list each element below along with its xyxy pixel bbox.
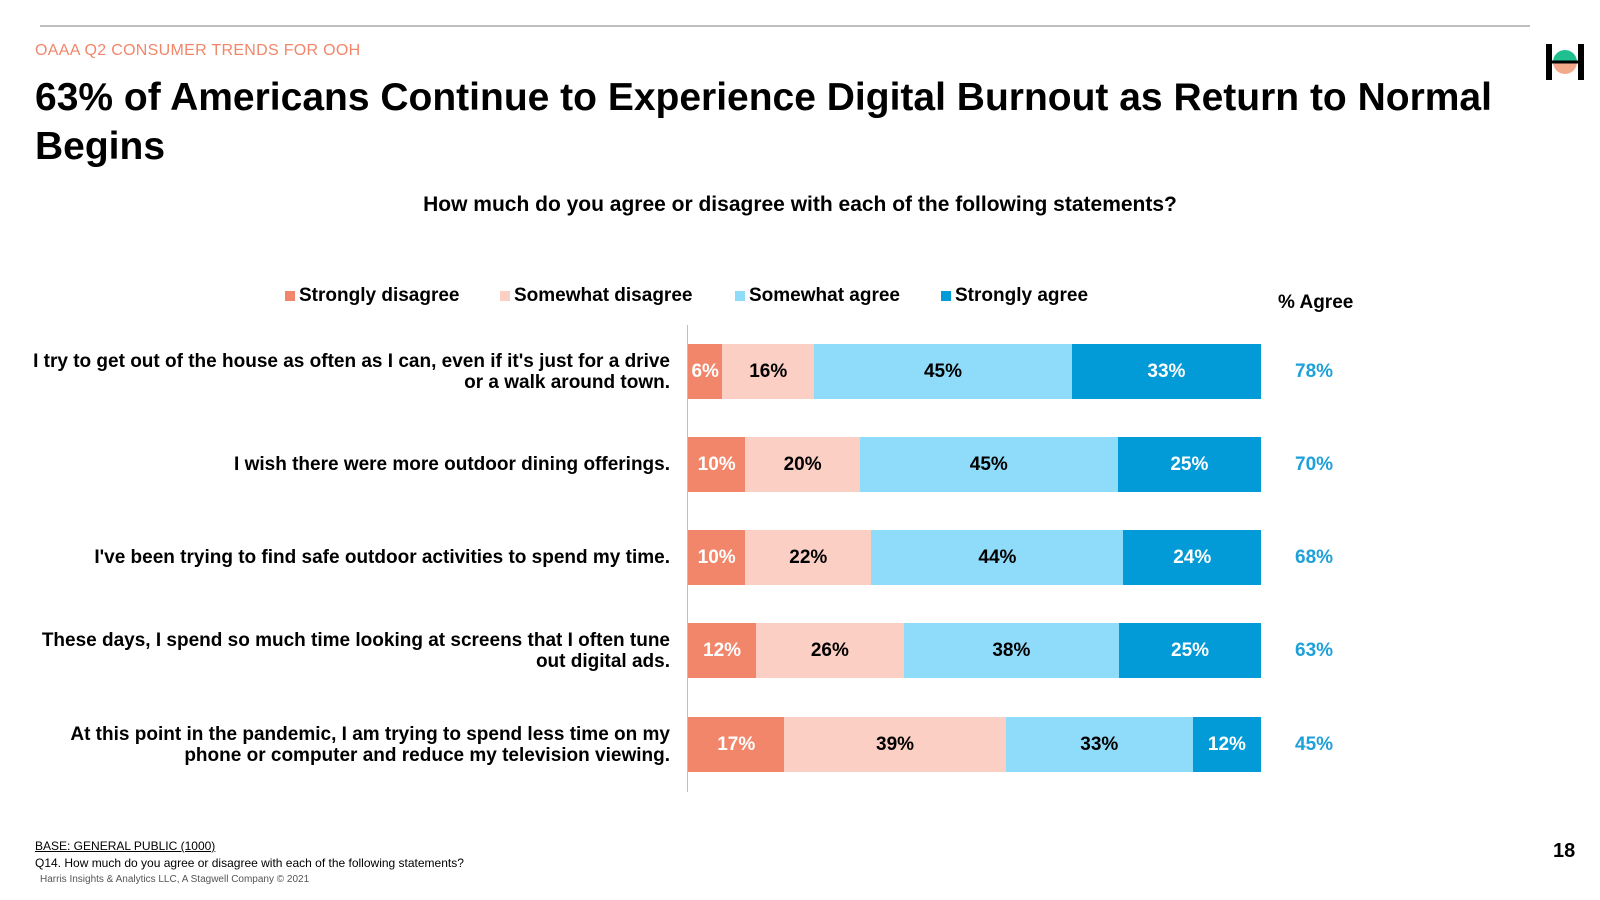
data-label: 38% [992, 639, 1031, 661]
data-label: 10% [697, 546, 736, 568]
page-number: 18 [1553, 840, 1576, 862]
legend-label: Somewhat disagree [514, 285, 693, 306]
data-label: 25% [1171, 639, 1210, 661]
data-label: 44% [978, 546, 1017, 568]
legend-swatch [500, 291, 510, 301]
bar-segment-somewhat-agree: 44% [871, 530, 1124, 585]
data-label: 12% [1207, 733, 1246, 755]
row-label: I've been trying to find safe outdoor ac… [94, 547, 670, 568]
bar-segment-somewhat-agree: 45% [859, 437, 1118, 492]
data-label: 26% [810, 639, 849, 661]
legend-swatch [941, 291, 951, 301]
bar-segment-strongly-disagree: 12% [688, 623, 757, 678]
legend-swatch [285, 291, 295, 301]
bar-segment-strongly-agree: 24% [1123, 530, 1261, 585]
bar-row: 12% 26% 38% 25% [688, 623, 1261, 678]
bar-segment-somewhat-agree: 33% [1005, 717, 1193, 772]
data-label: 45% [923, 360, 962, 382]
row-label: I try to get out of the house as often a… [33, 350, 670, 393]
bar-row: 6% 16% 45% 33% [688, 344, 1261, 399]
agree-total: 63% [1295, 639, 1334, 661]
data-label: 33% [1080, 733, 1119, 755]
bar-segment-strongly-agree: 25% [1119, 623, 1261, 678]
legend-swatch [735, 291, 745, 301]
row-label: At this point in the pandemic, I am tryi… [70, 723, 670, 766]
footnotes: BASE: GENERAL PUBLIC (1000) Q14. How muc… [35, 838, 464, 872]
bar-segment-strongly-agree: 25% [1117, 437, 1261, 492]
data-label: 39% [876, 733, 915, 755]
bar-segment-somewhat-disagree: 39% [784, 717, 1006, 772]
data-label: 20% [783, 453, 822, 475]
bar-segment-somewhat-disagree: 26% [756, 623, 904, 678]
agree-total: 70% [1295, 453, 1334, 475]
bar-segment-strongly-agree: 12% [1192, 717, 1261, 772]
bar-segment-somewhat-disagree: 20% [745, 437, 860, 492]
bar-segment-strongly-disagree: 10% [688, 437, 746, 492]
legend-label: Strongly disagree [299, 285, 460, 306]
bar-segment-somewhat-agree: 38% [903, 623, 1120, 678]
data-label: 45% [969, 453, 1008, 475]
bar-segment-somewhat-agree: 45% [814, 344, 1072, 399]
data-label: 24% [1173, 546, 1212, 568]
harris-logo-icon [1546, 44, 1584, 80]
legend-label: Somewhat agree [749, 285, 900, 306]
question-note: Q14. How much do you agree or disagree w… [35, 856, 464, 870]
bar-row: 17% 39% 33% 12% [688, 717, 1261, 772]
row-label: I wish there were more outdoor dining of… [234, 454, 670, 475]
row-label: These days, I spend so much time looking… [41, 629, 670, 672]
bar-segment-strongly-disagree: 10% [688, 530, 746, 585]
legend-strongly-disagree: Strongly disagree [285, 284, 460, 308]
bar-row: 10% 20% 45% 25% [688, 437, 1261, 492]
data-label: 12% [703, 639, 742, 661]
bar-segment-strongly-disagree: 6% [688, 344, 723, 399]
legend-strongly-agree: Strongly agree [941, 284, 1088, 308]
legend-somewhat-agree: Somewhat agree [735, 284, 900, 308]
data-label: 10% [697, 453, 736, 475]
legend-label: Strongly agree [955, 285, 1089, 306]
section-kicker: OAAA Q2 CONSUMER TRENDS FOR OOH [35, 42, 361, 59]
bar-segment-strongly-disagree: 17% [688, 717, 785, 772]
data-label: 16% [749, 360, 788, 382]
bar-segment-somewhat-disagree: 22% [745, 530, 872, 585]
base-note: BASE: GENERAL PUBLIC (1000) [35, 839, 216, 853]
bar-row: 10% 22% 44% 24% [688, 530, 1261, 585]
agree-total: 45% [1295, 733, 1334, 755]
legend-somewhat-disagree: Somewhat disagree [500, 284, 692, 308]
chart-title: How much do you agree or disagree with e… [423, 193, 1177, 216]
data-label: 6% [691, 360, 719, 382]
data-label: 25% [1170, 453, 1209, 475]
data-label: 17% [717, 733, 756, 755]
chart-axis-line [687, 325, 688, 792]
data-label: 33% [1147, 360, 1186, 382]
agree-total: 78% [1295, 360, 1334, 382]
page-title: 63% of Americans Continue to Experience … [35, 76, 1492, 168]
agree-total: 68% [1295, 546, 1334, 568]
top-divider [40, 25, 1530, 27]
copyright: Harris Insights & Analytics LLC, A Stagw… [40, 874, 310, 885]
bar-segment-somewhat-disagree: 16% [722, 344, 815, 399]
data-label: 22% [789, 546, 828, 568]
bar-segment-strongly-agree: 33% [1071, 344, 1261, 399]
agree-column-header: % Agree [1278, 292, 1354, 313]
